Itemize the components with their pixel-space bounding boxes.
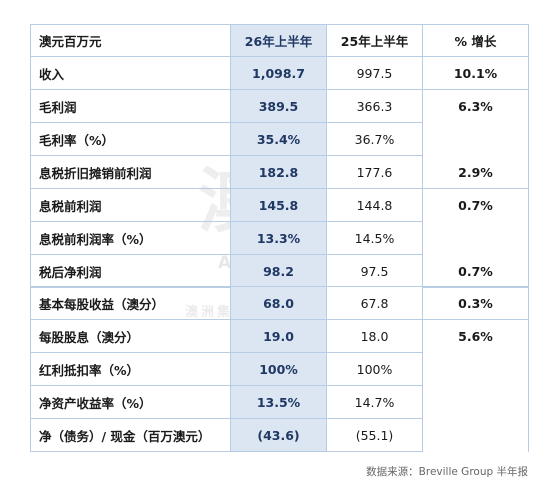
value-h1-2026: 13.3% — [230, 221, 327, 255]
value-h1-2025: 177.6 — [326, 155, 423, 189]
row-label: 每股股息（澳分） — [30, 319, 231, 353]
value-h1-2025: (55.1) — [326, 418, 423, 452]
value-h1-2026: 182.8 — [230, 155, 327, 189]
value-h1-2025: 97.5 — [326, 254, 423, 288]
row-label: 净资产收益率（%） — [30, 385, 231, 419]
value-h1-2025: 36.7% — [326, 122, 423, 156]
value-h1-2026: 100% — [230, 352, 327, 386]
table-row: 收入 1,098.7 997.5 10.1% — [30, 56, 529, 90]
value-change — [422, 418, 529, 452]
table-row: 净（债务）/ 现金（百万澳元） (43.6) (55.1) — [30, 418, 529, 452]
table-row: 红利抵扣率（%） 100% 100% — [30, 352, 529, 386]
table-header-row: 澳元百万元 26年上半年 25年上半年 % 增长 — [30, 24, 529, 57]
value-change: 10.1% — [422, 56, 529, 90]
header-change: % 增长 — [422, 24, 529, 57]
value-h1-2025: 144.8 — [326, 188, 423, 222]
table-row: 毛利率（%） 35.4% 36.7% — [30, 122, 529, 156]
row-label: 息税折旧摊销前利润 — [30, 155, 231, 189]
header-h1-2026: 26年上半年 — [230, 24, 327, 57]
value-h1-2026: 68.0 — [230, 286, 327, 320]
table-row: 息税前利润率（%） 13.3% 14.5% — [30, 221, 529, 255]
value-change: 6.3% — [422, 89, 529, 123]
value-change — [422, 221, 529, 255]
row-label: 税后净利润 — [30, 254, 231, 288]
header-h1-2025: 25年上半年 — [326, 24, 423, 57]
value-h1-2026: 19.0 — [230, 319, 327, 353]
value-h1-2026: 13.5% — [230, 385, 327, 419]
source-note: 数据来源：Breville Group 半年报 — [366, 466, 528, 478]
value-h1-2026: 35.4% — [230, 122, 327, 156]
table-row: 息税前利润 145.8 144.8 0.7% — [30, 188, 529, 222]
value-change: 0.7% — [422, 254, 529, 288]
table-row: 每股股息（澳分） 19.0 18.0 5.6% — [30, 319, 529, 353]
income-summary-table: 澳元百万元 26年上半年 25年上半年 % 增长 收入 1,098.7 997.… — [30, 24, 529, 288]
value-h1-2025: 14.7% — [326, 385, 423, 419]
value-change: 2.9% — [422, 155, 529, 189]
value-change — [422, 122, 529, 156]
row-label: 基本每股收益（澳分） — [30, 286, 231, 320]
row-label: 净（债务）/ 现金（百万澳元） — [30, 418, 231, 452]
value-change — [422, 385, 529, 419]
table-row: 毛利润 389.5 366.3 6.3% — [30, 89, 529, 123]
row-label: 毛利率（%） — [30, 122, 231, 156]
row-label: 收入 — [30, 56, 231, 90]
row-label: 息税前利润率（%） — [30, 221, 231, 255]
value-h1-2025: 14.5% — [326, 221, 423, 255]
header-label: 澳元百万元 — [30, 24, 231, 57]
value-h1-2026: (43.6) — [230, 418, 327, 452]
row-label: 息税前利润 — [30, 188, 231, 222]
value-change: 0.3% — [422, 286, 529, 320]
table-row: 息税折旧摊销前利润 182.8 177.6 2.9% — [30, 155, 529, 189]
value-change: 5.6% — [422, 319, 529, 353]
table-row: 税后净利润 98.2 97.5 0.7% — [30, 254, 529, 288]
value-change: 0.7% — [422, 188, 529, 222]
value-h1-2026: 1,098.7 — [230, 56, 327, 90]
table-row: 净资产收益率（%） 13.5% 14.7% — [30, 385, 529, 419]
row-label: 毛利润 — [30, 89, 231, 123]
value-h1-2026: 98.2 — [230, 254, 327, 288]
value-h1-2025: 18.0 — [326, 319, 423, 353]
value-h1-2026: 145.8 — [230, 188, 327, 222]
value-h1-2025: 366.3 — [326, 89, 423, 123]
value-h1-2025: 100% — [326, 352, 423, 386]
table-row: 基本每股收益（澳分） 68.0 67.8 0.3% — [30, 286, 529, 320]
value-h1-2026: 389.5 — [230, 89, 327, 123]
per-share-table: 基本每股收益（澳分） 68.0 67.8 0.3% 每股股息（澳分） 19.0 … — [30, 286, 529, 452]
value-h1-2025: 67.8 — [326, 286, 423, 320]
value-h1-2025: 997.5 — [326, 56, 423, 90]
value-change — [422, 352, 529, 386]
row-label: 红利抵扣率（%） — [30, 352, 231, 386]
